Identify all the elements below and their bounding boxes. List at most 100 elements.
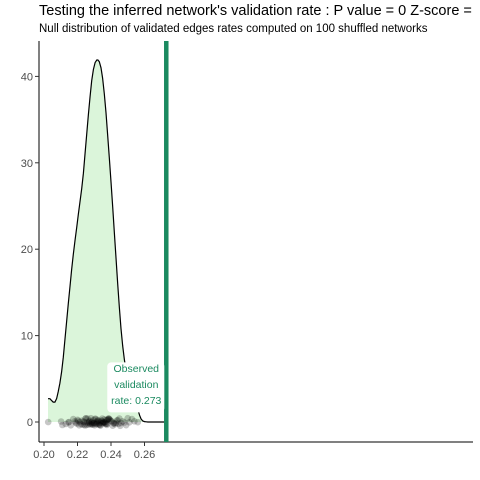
- observed-label-line: rate: 0.273: [111, 395, 161, 407]
- null-rate-point: [80, 418, 87, 425]
- density-line: [48, 59, 168, 423]
- null-rate-point: [101, 419, 109, 426]
- null-rate-point: [121, 419, 128, 426]
- null-rate-point: [57, 418, 65, 425]
- null-rate-point: [134, 418, 142, 426]
- null-rate-point: [91, 419, 98, 427]
- null-rate-point: [109, 422, 116, 430]
- null-rate-point: [102, 420, 109, 428]
- observed-layer: Observed validation rate: 0.273: [107, 41, 169, 442]
- null-rate-point: [93, 418, 100, 426]
- null-rate-point: [77, 420, 85, 428]
- x-tick-label: 0.20: [33, 449, 54, 461]
- null-rate-point: [72, 419, 80, 427]
- null-rate-point: [126, 419, 133, 426]
- null-rate-point: [117, 419, 125, 427]
- null-rate-point: [70, 415, 77, 423]
- null-rate-point: [124, 414, 131, 422]
- x-tick-label: 0.22: [67, 449, 88, 461]
- observed-label-line: validation: [114, 379, 159, 391]
- null-rate-point: [81, 421, 88, 428]
- null-rate-point: [86, 417, 93, 425]
- y-tick-label: 30: [21, 158, 33, 170]
- x-tick-label: 0.26: [134, 449, 155, 461]
- null-rate-point: [94, 419, 101, 427]
- null-rate-point: [90, 416, 97, 424]
- null-rate-point: [111, 419, 118, 427]
- null-rate-point: [104, 416, 111, 424]
- null-rate-point: [87, 421, 94, 428]
- null-rate-point: [79, 421, 86, 429]
- null-rate-point: [95, 417, 102, 425]
- null-rate-point: [87, 419, 95, 426]
- null-rate-point: [107, 417, 115, 425]
- null-rate-point: [73, 420, 80, 428]
- null-rate-point: [99, 415, 106, 422]
- null-rate-point: [96, 420, 103, 428]
- null-rate-point: [89, 421, 97, 429]
- null-rate-point: [97, 419, 105, 427]
- x-tick-label: 0.24: [100, 449, 121, 461]
- null-rate-point: [62, 420, 70, 428]
- null-rate-point: [74, 416, 81, 424]
- null-rate-point: [99, 420, 106, 427]
- null-rate-point: [113, 417, 121, 424]
- null-rate-point: [103, 416, 110, 424]
- null-rate-point: [101, 416, 108, 423]
- null-rate-point: [59, 421, 66, 429]
- observed-label-line: Observed: [114, 363, 160, 375]
- null-rate-point: [95, 421, 103, 429]
- null-rate-point: [83, 421, 90, 429]
- null-rate-point: [104, 420, 111, 428]
- null-rate-point: [75, 422, 83, 429]
- null-rate-point: [116, 415, 123, 422]
- null-rate-point: [78, 417, 85, 425]
- null-rate-points-layer: [44, 414, 142, 430]
- null-rate-point: [89, 420, 96, 427]
- y-tick-label: 40: [21, 71, 33, 83]
- null-rate-point: [101, 419, 108, 426]
- null-rate-point: [83, 419, 91, 426]
- null-rate-point: [110, 420, 117, 427]
- null-rate-point: [87, 414, 95, 422]
- null-rate-point: [88, 420, 95, 428]
- null-rate-point: [76, 418, 84, 426]
- chart-title: Testing the inferred network's validatio…: [39, 3, 472, 19]
- null-rate-point: [96, 421, 104, 429]
- null-rate-point: [112, 419, 120, 427]
- null-rate-point: [131, 418, 138, 425]
- null-rate-point: [80, 418, 88, 426]
- null-rate-point: [75, 417, 82, 425]
- null-rate-point: [106, 415, 113, 423]
- null-rate-point: [65, 418, 73, 426]
- y-tick-label: 10: [21, 331, 33, 343]
- null-rate-point: [94, 417, 101, 425]
- chart-subtitle: Null distribution of validated edges rat…: [39, 23, 428, 35]
- observed-label-box: [107, 362, 165, 413]
- null-rate-point: [122, 421, 130, 429]
- null-rate-point: [102, 420, 110, 428]
- null-rate-point: [105, 415, 112, 422]
- null-rate-point: [88, 418, 96, 425]
- null-rate-point: [128, 415, 136, 423]
- null-rate-point: [98, 417, 105, 424]
- null-rate-point: [103, 421, 111, 429]
- null-rate-point: [82, 415, 90, 422]
- null-rate-point: [104, 415, 112, 423]
- null-rate-point: [108, 418, 116, 425]
- null-rate-point: [96, 419, 103, 426]
- null-rate-point: [94, 416, 102, 424]
- null-rate-point: [99, 419, 107, 426]
- null-rate-point: [85, 418, 93, 425]
- null-rate-point: [71, 418, 79, 425]
- null-rate-point: [90, 419, 98, 427]
- null-rate-point: [81, 422, 89, 429]
- null-rate-point: [119, 418, 126, 425]
- null-rate-point: [92, 415, 100, 423]
- null-rate-point: [84, 415, 91, 422]
- null-rate-point: [93, 420, 101, 428]
- null-rate-point: [106, 416, 114, 424]
- null-rate-point: [114, 416, 121, 424]
- null-rate-point: [100, 419, 108, 426]
